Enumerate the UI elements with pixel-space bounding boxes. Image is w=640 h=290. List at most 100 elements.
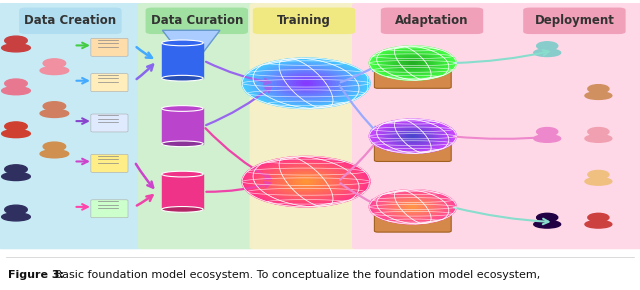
Circle shape	[387, 53, 439, 73]
Ellipse shape	[2, 87, 30, 95]
Circle shape	[400, 58, 426, 68]
Circle shape	[408, 135, 417, 138]
Text: Data Creation: Data Creation	[24, 14, 116, 27]
Circle shape	[588, 171, 609, 179]
Circle shape	[397, 130, 428, 142]
Circle shape	[4, 36, 28, 45]
Circle shape	[396, 129, 430, 143]
Circle shape	[393, 55, 433, 71]
Circle shape	[376, 192, 450, 222]
Circle shape	[382, 195, 444, 219]
Circle shape	[400, 202, 426, 212]
Text: Deployment: Deployment	[534, 14, 614, 27]
Circle shape	[371, 120, 454, 153]
Circle shape	[255, 162, 357, 202]
Circle shape	[271, 69, 341, 97]
Circle shape	[537, 213, 558, 222]
Ellipse shape	[162, 40, 204, 46]
Circle shape	[374, 191, 452, 222]
Bar	[162, 174, 204, 209]
Circle shape	[300, 81, 312, 86]
Ellipse shape	[585, 220, 612, 228]
Circle shape	[374, 48, 452, 79]
Circle shape	[290, 77, 322, 90]
Circle shape	[261, 164, 351, 199]
Circle shape	[588, 85, 609, 93]
Circle shape	[293, 177, 319, 187]
FancyBboxPatch shape	[381, 8, 483, 34]
Text: Adaptation: Adaptation	[396, 14, 468, 27]
Circle shape	[280, 73, 332, 93]
FancyBboxPatch shape	[19, 8, 122, 34]
Circle shape	[385, 196, 441, 218]
Circle shape	[378, 122, 447, 150]
FancyBboxPatch shape	[91, 38, 128, 56]
FancyBboxPatch shape	[250, 3, 358, 249]
Bar	[162, 108, 204, 144]
FancyBboxPatch shape	[352, 3, 512, 249]
Ellipse shape	[162, 75, 204, 81]
Circle shape	[43, 59, 66, 68]
Ellipse shape	[162, 141, 204, 147]
Circle shape	[400, 131, 426, 142]
Circle shape	[4, 165, 28, 174]
Circle shape	[4, 122, 28, 131]
Ellipse shape	[40, 109, 68, 117]
Circle shape	[290, 175, 322, 188]
Text: Training: Training	[277, 14, 331, 27]
FancyBboxPatch shape	[524, 8, 626, 34]
Circle shape	[411, 206, 415, 208]
Ellipse shape	[2, 44, 30, 52]
Circle shape	[382, 51, 444, 75]
FancyBboxPatch shape	[91, 200, 128, 218]
Circle shape	[252, 62, 360, 105]
Circle shape	[274, 71, 338, 96]
Circle shape	[280, 172, 332, 192]
Circle shape	[369, 46, 456, 80]
Circle shape	[303, 82, 309, 84]
FancyBboxPatch shape	[91, 154, 128, 172]
Circle shape	[287, 174, 325, 189]
Circle shape	[588, 128, 609, 136]
Circle shape	[393, 128, 433, 144]
Polygon shape	[163, 30, 220, 55]
Circle shape	[296, 79, 316, 87]
Circle shape	[391, 55, 435, 72]
Circle shape	[378, 193, 447, 221]
Circle shape	[406, 61, 419, 66]
Ellipse shape	[534, 49, 561, 57]
Circle shape	[380, 194, 445, 220]
Circle shape	[371, 47, 454, 79]
Circle shape	[387, 197, 439, 217]
Circle shape	[393, 199, 433, 215]
Circle shape	[404, 204, 422, 210]
FancyBboxPatch shape	[146, 8, 248, 34]
Circle shape	[268, 166, 344, 197]
Circle shape	[408, 205, 417, 209]
Circle shape	[258, 163, 354, 201]
Circle shape	[277, 170, 335, 193]
Bar	[185, 55, 198, 71]
Circle shape	[406, 134, 419, 139]
Circle shape	[43, 102, 66, 110]
Circle shape	[303, 180, 309, 183]
Circle shape	[402, 203, 424, 211]
Ellipse shape	[162, 206, 204, 212]
Circle shape	[391, 128, 435, 145]
Circle shape	[382, 124, 444, 148]
Circle shape	[408, 61, 417, 65]
Circle shape	[378, 49, 447, 77]
Text: Basic foundation model ecosystem. To conceptualize the foundation model ecosyste: Basic foundation model ecosystem. To con…	[51, 270, 540, 280]
FancyBboxPatch shape	[138, 3, 256, 249]
Circle shape	[271, 168, 341, 195]
FancyBboxPatch shape	[374, 64, 451, 88]
Circle shape	[385, 52, 441, 74]
Circle shape	[397, 57, 428, 69]
Circle shape	[380, 50, 445, 76]
Circle shape	[537, 42, 558, 50]
FancyBboxPatch shape	[374, 208, 451, 232]
Circle shape	[402, 59, 424, 67]
Circle shape	[391, 198, 435, 215]
Circle shape	[389, 197, 436, 216]
Circle shape	[242, 58, 370, 108]
